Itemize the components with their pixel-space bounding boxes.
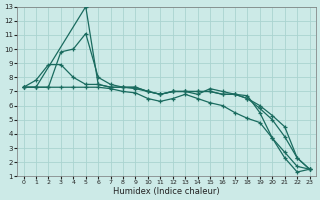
X-axis label: Humidex (Indice chaleur): Humidex (Indice chaleur): [113, 187, 220, 196]
